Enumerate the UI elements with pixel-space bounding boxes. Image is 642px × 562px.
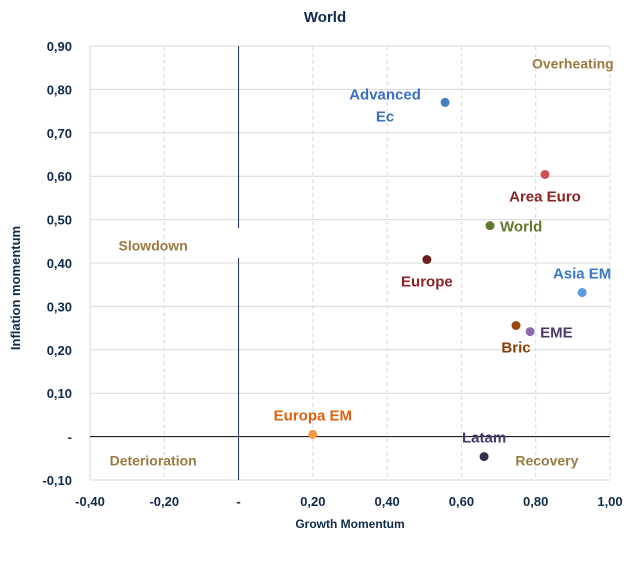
data-point	[422, 255, 432, 265]
point-label: Asia EM	[553, 266, 611, 283]
point-label: EME	[540, 325, 573, 342]
quadrant-label: Overheating	[532, 55, 614, 71]
y-tick-label: 0,80	[47, 82, 72, 97]
x-tick-label: -	[236, 494, 240, 509]
y-tick-label: 0,20	[47, 343, 72, 358]
point-label: Europe	[401, 274, 453, 291]
x-tick-label: 0,60	[449, 494, 474, 509]
data-point	[577, 288, 587, 298]
y-tick-label: -	[68, 430, 72, 445]
x-tick-label: 1,00	[597, 494, 622, 509]
y-tick-label: 0,30	[47, 299, 72, 314]
x-tick-label: 0,20	[300, 494, 325, 509]
data-point	[308, 429, 318, 439]
y-axis-label: Inflation momentum	[8, 226, 23, 350]
y-tick-label: 0,40	[47, 256, 72, 271]
data-point	[485, 221, 495, 231]
point-label: Advanced Ec	[349, 86, 421, 125]
y-tick-label: 0,70	[47, 126, 72, 141]
chart-title: World	[304, 9, 346, 26]
x-tick-label: 0,80	[523, 494, 548, 509]
y-tick-label: 0,90	[47, 39, 72, 54]
y-tick-label: -0,10	[42, 473, 72, 488]
point-label: Bric	[501, 339, 530, 356]
y-tick-label: 0,10	[47, 386, 72, 401]
data-point	[479, 452, 489, 462]
quadrant-label: Deterioration	[110, 452, 197, 468]
quadrant-label: Slowdown	[119, 238, 188, 254]
x-tick-label: -0,20	[149, 494, 179, 509]
point-label: World	[500, 219, 542, 236]
x-axis-label: Growth Momentum	[295, 517, 404, 531]
y-tick-label: 0,50	[47, 213, 72, 228]
point-label: Area Euro	[509, 188, 581, 205]
quadrant-label: Recovery	[515, 452, 578, 468]
point-label: Latam	[462, 430, 506, 447]
data-point	[440, 97, 450, 107]
x-tick-label: 0,40	[374, 494, 399, 509]
data-point	[511, 320, 521, 330]
y-tick-label: 0,60	[47, 169, 72, 184]
x-tick-label: -0,40	[75, 494, 105, 509]
data-point	[540, 169, 550, 179]
point-label: Europa EM	[274, 407, 352, 424]
data-point	[525, 327, 535, 337]
